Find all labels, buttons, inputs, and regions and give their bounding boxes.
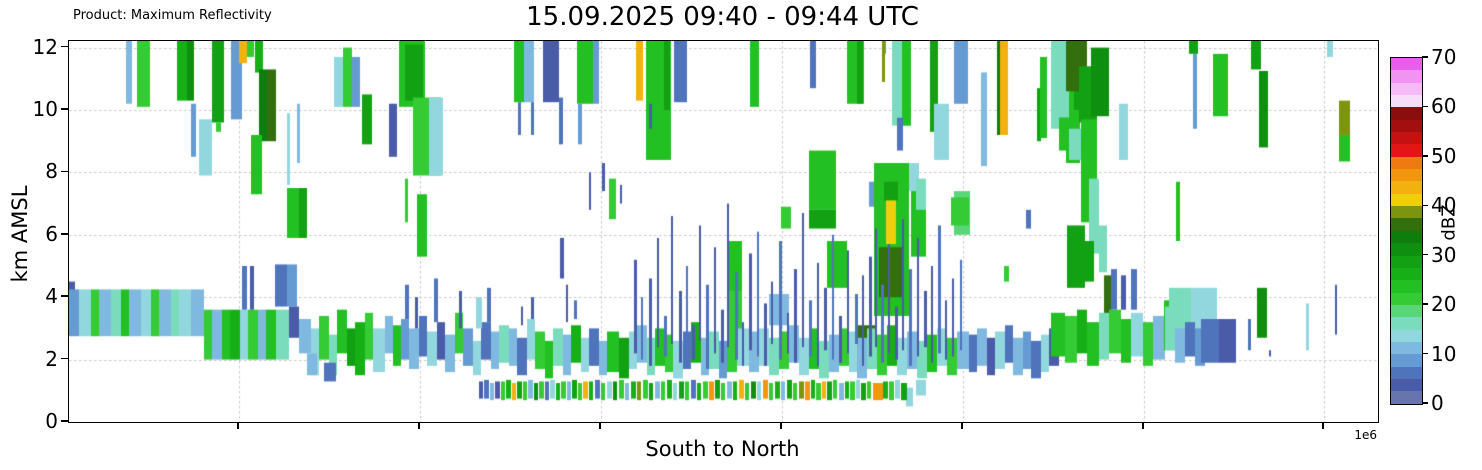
colorbar-band xyxy=(1391,132,1422,145)
colorbar-band xyxy=(1391,193,1422,207)
x-tick-mark xyxy=(961,422,963,429)
reflectivity-cross-section-canvas xyxy=(69,41,1378,422)
colorbar-tick-label: 0 xyxy=(1431,391,1444,415)
colorbar-band xyxy=(1391,95,1422,108)
y-tick-label: 2 xyxy=(45,346,58,371)
y-tick-mark xyxy=(61,170,68,173)
x-axis-offset-label: 1e6 xyxy=(1354,428,1377,442)
colorbar-band xyxy=(1391,70,1422,83)
colorbar-tick-mark xyxy=(1422,105,1428,108)
colorbar-tick-mark xyxy=(1422,402,1428,404)
colorbar-band xyxy=(1391,243,1422,256)
y-tick-label: 0 xyxy=(45,409,58,433)
x-axis-label: South to North xyxy=(645,437,800,461)
x-tick-mark xyxy=(418,422,420,429)
x-tick-mark xyxy=(1322,422,1324,429)
colorbar-band xyxy=(1391,230,1422,244)
y-tick-label: 10 xyxy=(32,97,58,121)
colorbar-band xyxy=(1391,391,1422,404)
product-label: Product: Maximum Reflectivity xyxy=(73,8,272,23)
colorbar-band xyxy=(1391,267,1422,281)
colorbar-band xyxy=(1391,107,1422,120)
colorbar-tick-label: 50 xyxy=(1431,143,1457,168)
colorbar-band xyxy=(1391,280,1422,293)
plot-area xyxy=(68,40,1379,423)
colorbar-band xyxy=(1391,181,1422,194)
colorbar-tick-label: 10 xyxy=(1431,341,1457,366)
colorbar-tick-label: 70 xyxy=(1431,45,1457,69)
y-tick-mark xyxy=(61,45,68,48)
colorbar-band xyxy=(1391,366,1422,379)
colorbar-tick-label: 30 xyxy=(1431,242,1457,267)
colorbar-tick-mark xyxy=(1422,56,1428,58)
y-tick-mark xyxy=(61,420,68,422)
colorbar-band xyxy=(1391,329,1422,342)
colorbar-band xyxy=(1391,292,1422,305)
y-tick-label: 6 xyxy=(45,221,58,246)
y-tick-label: 4 xyxy=(45,284,58,309)
colorbar-tick-mark xyxy=(1422,253,1428,256)
x-tick-mark xyxy=(780,422,782,429)
colorbar-band xyxy=(1391,206,1422,219)
page-title: 15.09.2025 09:40 - 09:44 UTC xyxy=(526,2,919,32)
x-tick-mark xyxy=(599,422,601,429)
y-tick-mark xyxy=(61,295,68,297)
colorbar-band xyxy=(1391,169,1422,182)
colorbar-tick-mark xyxy=(1422,204,1428,207)
colorbar-tick-label: 40 xyxy=(1431,193,1457,218)
colorbar-band xyxy=(1391,304,1422,318)
colorbar-tick-mark xyxy=(1422,352,1428,355)
colorbar-band xyxy=(1391,255,1422,268)
y-tick-label: 12 xyxy=(32,34,58,59)
colorbar xyxy=(1390,57,1423,405)
colorbar-band xyxy=(1391,317,1422,330)
x-tick-mark xyxy=(1142,422,1144,429)
y-tick-mark xyxy=(61,108,68,110)
colorbar-band xyxy=(1391,82,1422,96)
colorbar-band xyxy=(1391,341,1422,355)
colorbar-tick-mark xyxy=(1422,303,1428,305)
colorbar-tick-label: 20 xyxy=(1431,292,1457,317)
colorbar-band xyxy=(1391,156,1422,170)
colorbar-band xyxy=(1391,144,1422,157)
colorbar-band xyxy=(1391,354,1422,367)
colorbar-band xyxy=(1391,119,1422,133)
colorbar-band xyxy=(1391,58,1422,71)
y-tick-mark xyxy=(61,233,68,235)
y-tick-mark xyxy=(61,357,68,360)
colorbar-tick-mark xyxy=(1422,155,1428,157)
y-tick-label: 8 xyxy=(45,159,58,184)
colorbar-tick-label: 60 xyxy=(1431,94,1457,119)
x-tick-mark xyxy=(237,422,239,429)
colorbar-band xyxy=(1391,218,1422,231)
colorbar-band xyxy=(1391,378,1422,392)
